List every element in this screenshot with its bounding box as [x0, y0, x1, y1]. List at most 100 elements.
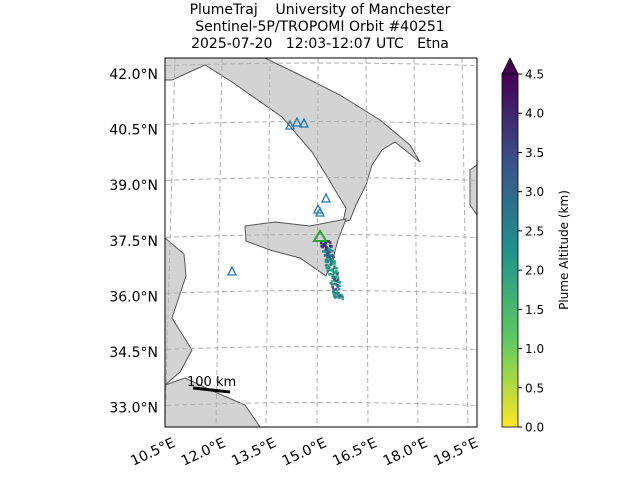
plume-pixel	[328, 247, 331, 251]
colorbar-tick-label: 0.0	[525, 421, 544, 435]
plume-pixel	[324, 241, 328, 245]
plume-pixel	[320, 241, 323, 245]
plume-pixel	[336, 271, 339, 275]
plume-pixel	[336, 285, 339, 288]
plume-pixel	[335, 279, 339, 282]
lon-label: 12.0°E	[179, 435, 228, 469]
title-line: Sentinel-5P/TROPOMI Orbit #40251	[195, 19, 444, 35]
plume-pixel	[326, 269, 330, 273]
plume-pixel	[336, 278, 340, 281]
plume-pixel	[334, 266, 337, 269]
plume-pixel	[328, 268, 331, 272]
plume-pixel	[324, 259, 328, 262]
etna	[312, 229, 328, 242]
plume-pixel	[338, 284, 341, 287]
plume-pixel	[322, 250, 325, 253]
graticule	[165, 58, 477, 427]
plume-pixel	[333, 261, 336, 265]
plume	[320, 240, 344, 301]
plume-pixel	[329, 273, 332, 276]
plume-pixel	[328, 244, 332, 248]
plume-pixel	[333, 278, 336, 281]
plume-pixel	[327, 266, 330, 270]
lat-label: 37.5°N	[109, 234, 158, 250]
colorbar-tick-label: 3.0	[525, 185, 544, 199]
colorbar-tick-label: 4.0	[525, 107, 544, 121]
plume-pixel	[331, 285, 334, 289]
libya	[165, 377, 261, 427]
plume-pixel	[328, 253, 331, 257]
lon-label: 18.0°E	[381, 435, 430, 469]
plume-pixel	[333, 260, 337, 263]
plume-pixel	[332, 282, 335, 286]
colorbar-tick-label: 2.5	[525, 224, 544, 238]
plume-pixel	[338, 287, 341, 291]
plume-pixel	[326, 252, 329, 256]
plume-pixel	[328, 250, 331, 254]
plume-pixel	[335, 291, 339, 294]
plume-pixel	[327, 240, 330, 243]
plume-pixel	[330, 245, 333, 248]
plume-pixel	[325, 246, 328, 249]
plume-pixel	[323, 254, 327, 257]
lon-label: 19.5°E	[431, 435, 480, 469]
plume-pixel	[330, 254, 333, 258]
greece	[469, 164, 477, 216]
plume-pixel	[336, 280, 340, 284]
plume-pixel	[330, 280, 334, 283]
plume-pixel	[336, 293, 339, 297]
plume-pixel	[331, 268, 334, 272]
plume-pixel	[326, 249, 329, 252]
colorbar-tick-label: 0.5	[525, 381, 544, 395]
plume-pixel	[333, 271, 336, 275]
colorbar-tick-label: 4.5	[525, 68, 544, 82]
plume-pixel	[331, 260, 334, 264]
plume-pixel	[331, 275, 335, 279]
plume-pixel	[338, 296, 341, 299]
lat-label: 33.0°N	[109, 401, 158, 417]
plume-pixel	[331, 249, 334, 253]
title-line: 2025-07-20 12:03-12:07 UTC Etna	[191, 36, 449, 52]
plume-pixel	[337, 291, 340, 295]
plume-pixel	[336, 284, 339, 287]
map-frame	[164, 57, 478, 428]
plume-pixel	[325, 266, 328, 270]
plume-pixel	[338, 281, 341, 284]
plume-pixel	[335, 296, 338, 299]
plume-pixel	[332, 255, 335, 258]
colorbar-tick-label: 2.0	[525, 264, 544, 278]
lon-label: 13.5°E	[229, 435, 278, 469]
lat-label: 40.5°N	[109, 123, 158, 139]
colorbar-tick-label: 1.5	[525, 303, 544, 317]
scale-bar	[192, 386, 231, 394]
lon-label: 10.5°E	[128, 435, 177, 469]
plume-pixel	[329, 281, 333, 285]
plume-pixel	[327, 264, 330, 267]
plume-pixel	[340, 293, 344, 297]
lat-label: 42.0°N	[109, 67, 158, 83]
plume-pixel	[335, 275, 339, 279]
lat-label: 34.5°N	[109, 345, 158, 361]
scale-label: 100 km	[187, 375, 236, 390]
plume-pixel	[328, 256, 332, 259]
plume-pixel	[329, 263, 333, 266]
colorbar	[501, 73, 519, 428]
colorbar-tick-label: 1.0	[525, 342, 544, 356]
lon-label: 16.5°E	[330, 435, 379, 469]
plume-pixel	[324, 260, 328, 263]
colorbar-label: Plume Altitude (km)	[557, 190, 571, 310]
plume-pixel	[335, 288, 338, 291]
plume-pixel	[329, 260, 333, 264]
plume-pixel	[329, 258, 332, 261]
plume-pixel	[326, 260, 329, 263]
plume-pixel	[328, 241, 332, 244]
lon-label: 15.0°E	[280, 435, 329, 469]
plume-pixel	[332, 290, 335, 293]
volcanoes	[226, 116, 332, 276]
plume-pixel	[335, 267, 338, 270]
plume-pixel	[333, 294, 336, 298]
plume-pixel	[327, 257, 331, 261]
plume-pixel	[324, 248, 327, 251]
colorbar-extend	[501, 57, 519, 75]
